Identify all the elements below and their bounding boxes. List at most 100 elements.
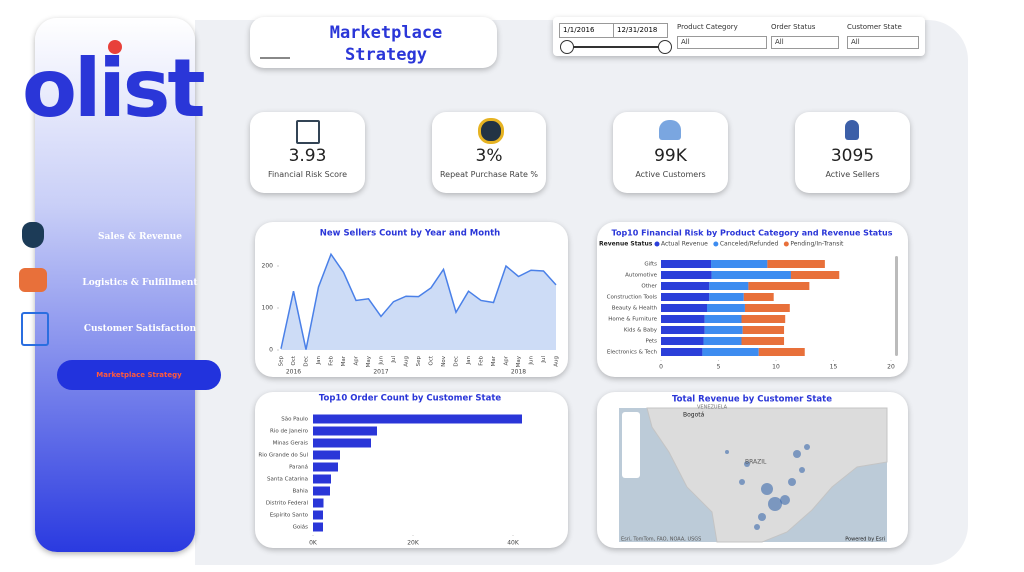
kpi-label: Active Customers [635, 170, 706, 179]
bar [313, 426, 377, 436]
legend-title: Revenue Status [599, 241, 653, 248]
filter-bar: 1/1/2016 12/31/2018 Product Category All … [553, 17, 925, 56]
slider-handle[interactable] [560, 40, 574, 54]
kpi-value: 3.93 [288, 146, 327, 166]
kpi-card: 3% Repeat Purchase Rate % [432, 112, 546, 193]
legend-label: Canceled/Refunded [720, 241, 779, 248]
bar-segment [704, 326, 743, 334]
bar [313, 462, 338, 472]
x-tick-label: Jul [391, 356, 397, 364]
logo-dot [108, 40, 122, 54]
bar-segment [743, 293, 774, 301]
x-tick-label: 15 [830, 364, 838, 371]
chart-title: New Sellers Count by Year and Month [320, 229, 501, 239]
bar-segment [709, 293, 744, 301]
legend-swatch [654, 241, 660, 247]
dropdown-value[interactable]: All [771, 36, 839, 49]
x-tick-label: 0 [659, 364, 663, 371]
dropdown-label: Product Category [677, 23, 738, 31]
kpi-icon [659, 120, 681, 140]
bar [313, 510, 323, 520]
dropdown[interactable]: Order Status All [771, 23, 839, 49]
legend-label: Actual Revenue [661, 241, 708, 248]
slider-handle[interactable] [658, 40, 672, 54]
bar [313, 498, 324, 508]
x-tick-label: Dec [454, 356, 460, 367]
bar-segment [709, 282, 749, 290]
x-tick-label: May [366, 355, 372, 367]
x-tick-label: Dec [304, 356, 310, 367]
x-tick-label: Jan [466, 355, 472, 365]
dropdown-label: Customer State [847, 23, 902, 31]
dropdown-value[interactable]: All [847, 36, 919, 49]
nav-item[interactable]: Sales & Revenue [98, 232, 182, 242]
x-tick-label: Sep [416, 356, 422, 367]
bar-segment [704, 315, 742, 323]
sidebar [35, 18, 195, 552]
kpi-label: Active Sellers [825, 170, 880, 179]
y-tick-label: Pets [645, 339, 657, 345]
kpi-card: 3095 Active Sellers [795, 112, 910, 193]
icon-logistics [19, 268, 47, 292]
bar-chart: Top10 Order Count by Customer State 0K 20K… [258, 394, 522, 547]
y-tick-label: 100 [262, 305, 274, 312]
nav-item[interactable]: Customer Satisfaction [83, 324, 197, 334]
stacked-bar-chart: Top10 Financial Risk by Product Category… [599, 229, 898, 371]
map-land [646, 407, 888, 543]
bar-segment [741, 315, 786, 323]
bar-segment [758, 348, 805, 356]
bar-segment [711, 260, 768, 268]
x-tick-label: Aug [404, 356, 410, 367]
nav-item[interactable]: Logistics & Fulfillment [82, 278, 198, 288]
x-tick-label: 20 [887, 364, 895, 371]
kpi-value: 3095 [830, 146, 875, 166]
x-tick-label: Feb [479, 356, 485, 366]
x-tick-label: Jan [316, 355, 322, 365]
map-bubbles [725, 444, 810, 530]
x-tick-label: 10 [772, 364, 780, 371]
end-date[interactable]: 12/31/2018 [613, 23, 668, 38]
map-powered-by: Powered by Esri [845, 537, 885, 543]
y-tick-label: Distrito Federal [266, 501, 309, 507]
bar-segment [661, 326, 705, 334]
line [280, 252, 557, 350]
y-tick-label: Espírito Santo [270, 512, 309, 519]
y-tick-label: Gifts [644, 262, 657, 268]
map-label: Bogotá [683, 412, 705, 419]
year-label: 2017 [373, 369, 388, 376]
bar-segment [661, 337, 704, 345]
x-tick-label: Feb [329, 356, 335, 366]
x-tick-label: Jul [541, 356, 547, 364]
map-toolbar[interactable] [622, 412, 640, 478]
x-tick-label: Oct [291, 355, 297, 365]
start-date[interactable]: 1/1/2016 [559, 23, 614, 38]
x-tick-label: Nov [441, 355, 447, 366]
y-tick-label: Santa Catarina [267, 477, 308, 483]
map-label: BRAZIL [745, 459, 767, 466]
bar [313, 438, 371, 448]
area [281, 254, 556, 350]
chart-card: Top10 Financial Risk by Product Category… [597, 222, 908, 377]
x-tick-label: 5 [717, 364, 721, 371]
x-tick-label: Mar [491, 355, 497, 366]
kpi-label: Repeat Purchase Rate % [439, 170, 539, 179]
x-tick-label: 40K [507, 540, 520, 547]
x-tick-label: 0K [309, 540, 318, 547]
bar-segment [661, 315, 705, 323]
bar [313, 414, 522, 424]
date-slider [567, 46, 665, 48]
y-tick-label: Home & Furniture [608, 317, 657, 323]
y-tick-label: Paraná [289, 464, 308, 471]
y-tick-label: Minas Gerais [273, 441, 309, 447]
year-label: 2018 [511, 369, 526, 376]
y-tick-label: Bahia [292, 489, 308, 495]
y-tick-label: Rio de Janeiro [270, 429, 309, 435]
bar-segment [661, 260, 712, 268]
dropdown[interactable]: Product Category All [677, 23, 767, 49]
x-tick-label: Sep [279, 356, 285, 367]
bar-segment [661, 271, 712, 279]
dropdown[interactable]: Customer State All [847, 23, 919, 49]
dropdown-value[interactable]: All [677, 36, 767, 49]
nav-item-active[interactable]: Marketplace Strategy [57, 360, 221, 390]
kpi-icon [296, 120, 320, 144]
